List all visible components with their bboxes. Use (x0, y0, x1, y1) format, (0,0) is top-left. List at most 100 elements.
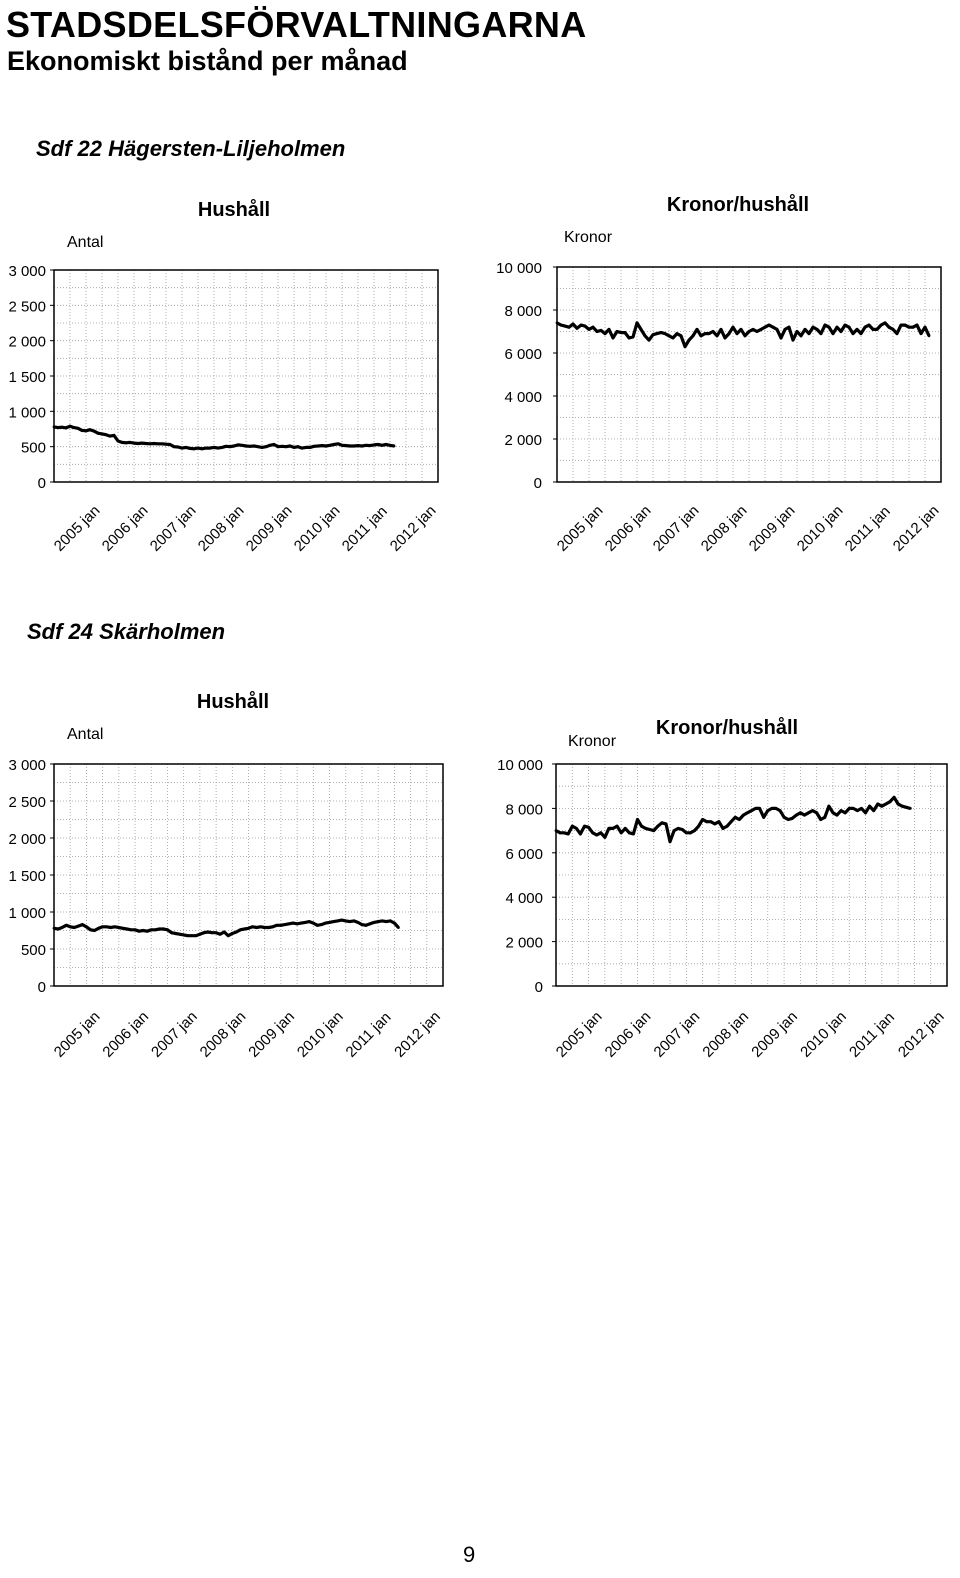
data-point (125, 927, 129, 931)
data-point (380, 443, 384, 447)
data-point (860, 807, 863, 810)
data-point (723, 336, 727, 340)
data-point (117, 926, 121, 929)
data-point (352, 444, 356, 448)
y-tick-label: 8 000 (505, 801, 543, 818)
data-point (715, 334, 719, 338)
data-point (579, 323, 583, 327)
data-point (868, 804, 872, 808)
data-point (725, 824, 729, 828)
data-point (97, 926, 100, 930)
x-tick-label: 2005 jan (554, 502, 607, 555)
data-point (364, 923, 368, 927)
data-point (607, 826, 611, 830)
data-point (76, 924, 80, 928)
data-point (659, 331, 663, 334)
chart-title: Kronor/hushåll (656, 716, 798, 739)
data-point (571, 322, 575, 326)
chart-title: Kronor/hushåll (667, 193, 809, 216)
data-point (280, 444, 284, 448)
data-point (759, 327, 763, 331)
data-point (892, 795, 896, 799)
data-point (160, 442, 164, 446)
data-point (591, 325, 595, 329)
data-point (196, 446, 200, 450)
data-point (228, 445, 232, 449)
data-point (719, 327, 723, 331)
y-tick-label: 10 000 (496, 260, 542, 277)
data-point (675, 332, 679, 336)
data-point (56, 426, 60, 429)
series-line (555, 795, 911, 844)
data-point (137, 929, 141, 933)
x-tick-label: 2006 jan (602, 502, 655, 555)
data-point (240, 443, 244, 447)
y-tick-label: 3 000 (8, 263, 46, 280)
data-point (607, 327, 611, 331)
y-axis-label: Antal (67, 234, 103, 251)
data-point (831, 811, 835, 815)
data-point (891, 327, 895, 331)
data-point (899, 323, 903, 327)
data-point (60, 926, 64, 929)
data-point (178, 932, 182, 936)
data-point (144, 442, 148, 445)
data-point (883, 321, 887, 325)
data-point (705, 820, 709, 824)
data-point (348, 444, 352, 448)
data-point (311, 921, 315, 925)
data-point (888, 800, 892, 804)
data-point (121, 926, 125, 930)
x-tick-label: 2011 jan (339, 503, 391, 555)
x-tick-label: 2012 jan (391, 1008, 444, 1061)
x-tick-label: 2007 jan (147, 502, 200, 555)
data-point (587, 327, 591, 331)
data-point (153, 928, 157, 932)
x-tick-label: 2009 jan (748, 1008, 801, 1061)
data-point (145, 929, 149, 933)
y-axis-label: Kronor (568, 733, 617, 750)
data-point (615, 330, 619, 333)
data-point (72, 426, 76, 429)
data-point (202, 931, 206, 935)
data-point (348, 920, 352, 924)
plot-area-frame (556, 266, 942, 483)
data-point (691, 334, 695, 338)
data-point (562, 831, 566, 835)
data-point (779, 336, 783, 340)
data-point (855, 809, 859, 813)
data-point (180, 446, 184, 450)
data-point (875, 327, 879, 331)
data-point (93, 929, 96, 932)
data-point (210, 931, 214, 935)
chart-title: Hushåll (198, 198, 270, 221)
data-point (871, 327, 875, 331)
data-point (859, 332, 863, 336)
y-tick-label: 10 000 (497, 757, 543, 774)
data-point (903, 323, 907, 327)
data-point (847, 325, 851, 329)
data-point (815, 811, 819, 815)
y-tick-label: 4 000 (505, 890, 543, 907)
data-point (679, 334, 683, 338)
data-point (766, 809, 770, 813)
data-point (288, 444, 292, 448)
data-point (92, 429, 96, 433)
data-point (364, 443, 368, 447)
data-point (746, 811, 749, 815)
data-point (255, 926, 259, 929)
data-point (558, 831, 562, 835)
data-point (260, 445, 264, 449)
y-tick-label: 6 000 (505, 846, 543, 863)
data-point (884, 802, 888, 806)
data-point (767, 323, 771, 327)
data-point (567, 325, 571, 329)
y-tick-label: 1 000 (8, 404, 46, 421)
data-point (684, 831, 688, 835)
x-tick-label: 2008 jan (195, 502, 248, 555)
data-point (356, 444, 360, 448)
data-point (52, 425, 56, 429)
x-tick-label: 2008 jan (197, 1008, 250, 1061)
data-point (176, 445, 180, 449)
data-point (220, 445, 224, 449)
